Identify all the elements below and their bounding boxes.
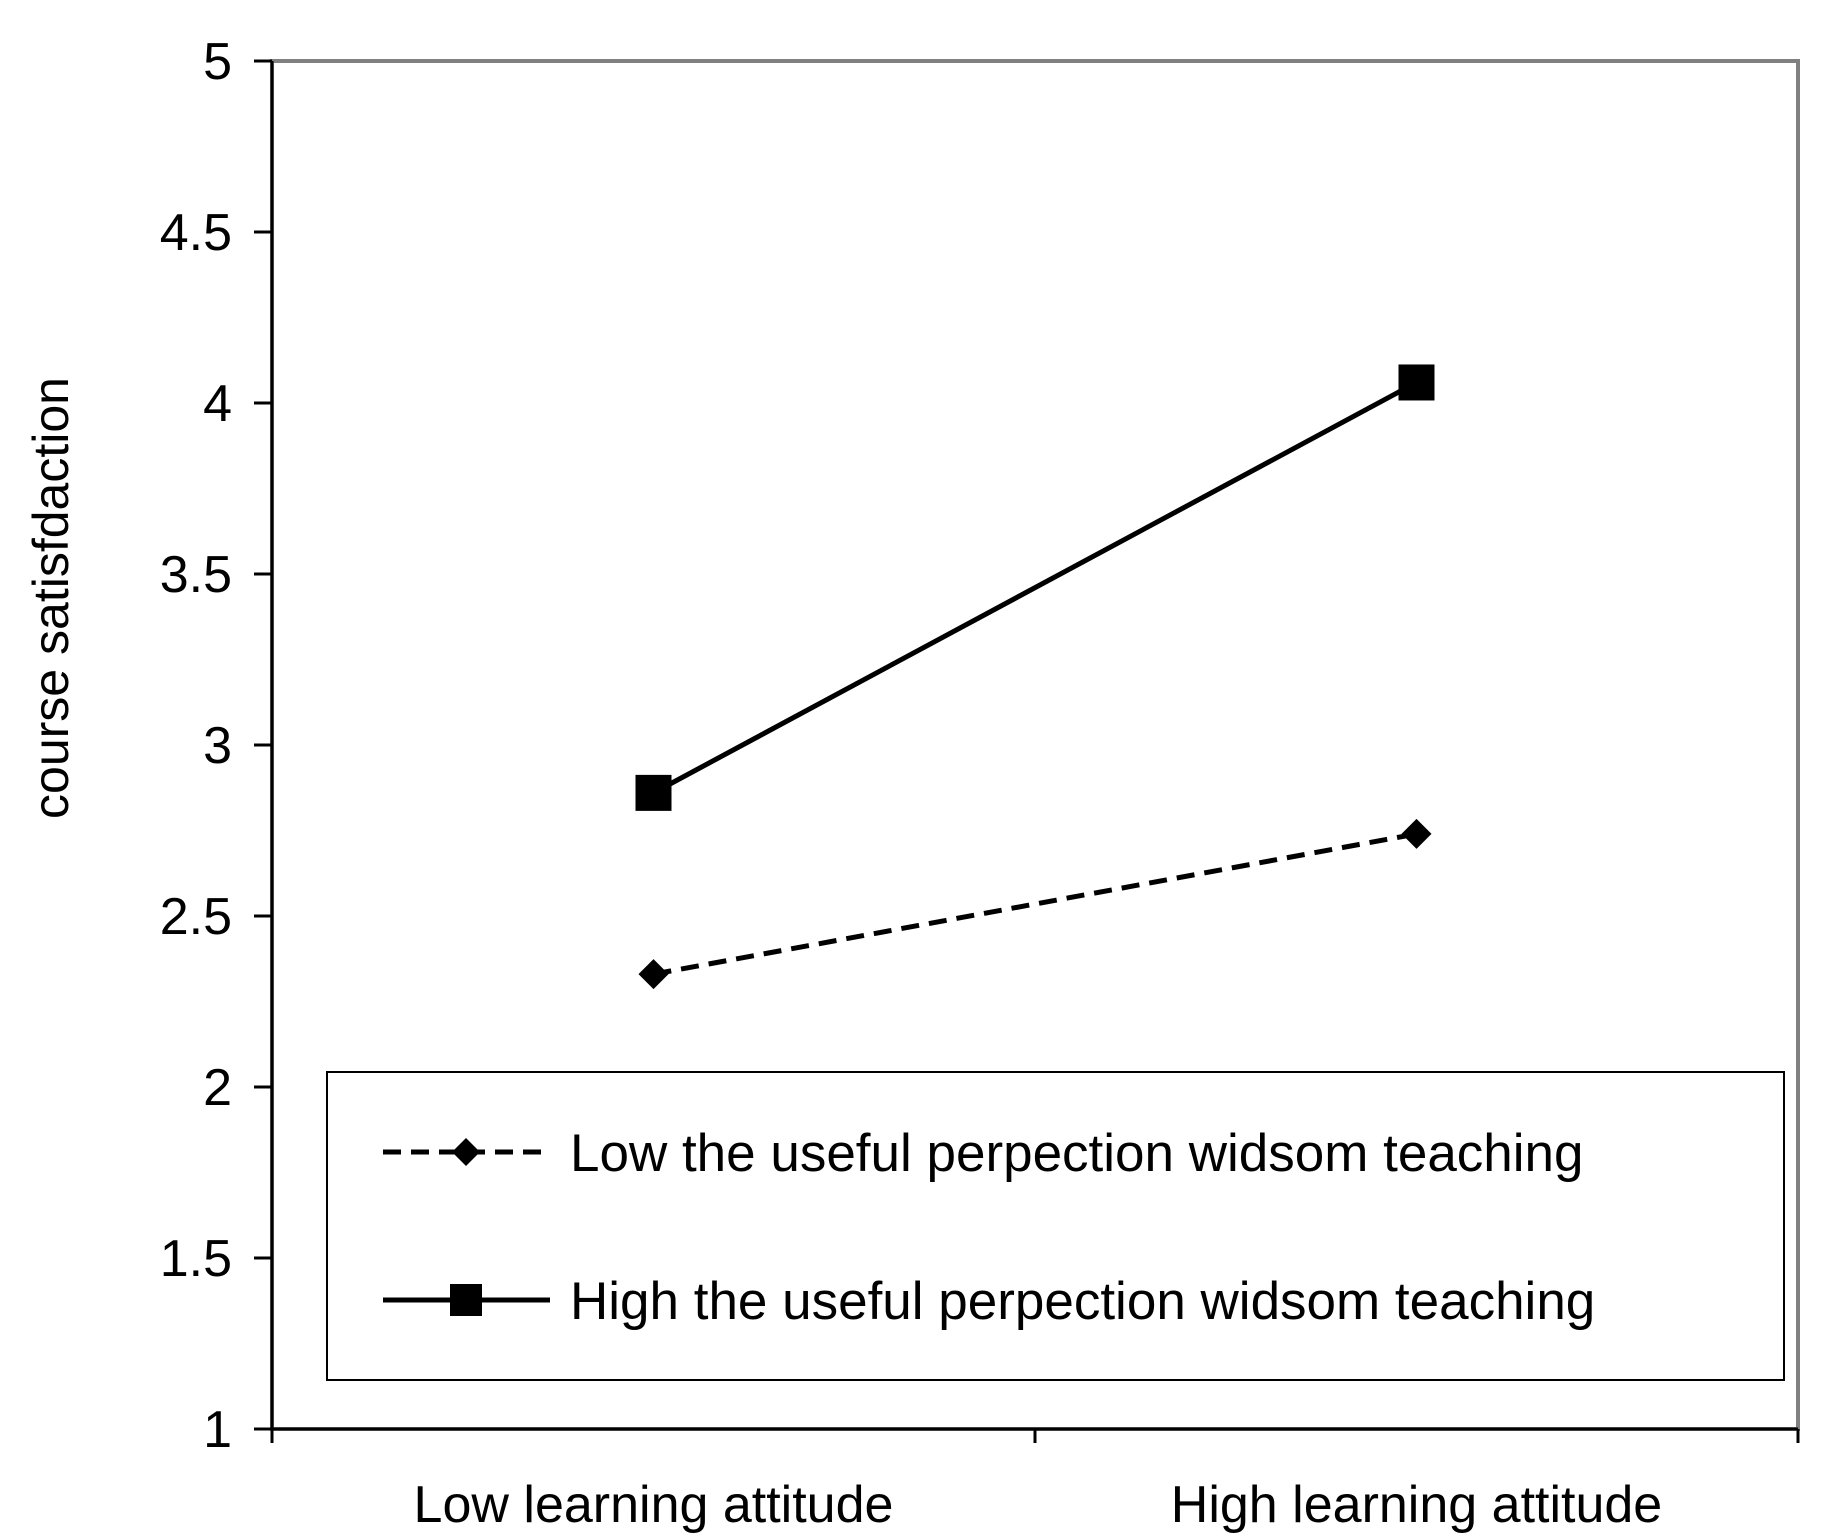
y-tick-label: 5 [203, 33, 232, 91]
legend-entry: Low the useful perpection widsom teachin… [383, 1124, 1584, 1183]
x-tick-label: Low learning attitude [414, 1476, 894, 1534]
x-axis-ticks: Low learning attitude High learning attit… [270, 1429, 1800, 1534]
legend-label: High the useful perpection widsom teachi… [570, 1272, 1595, 1331]
diamond-marker [1401, 818, 1432, 849]
legend-entry: High the useful perpection widsom teachi… [383, 1272, 1595, 1331]
y-tick-label: 4.5 [160, 204, 232, 262]
y-tick-label: 1.5 [160, 1230, 232, 1288]
legend-label: Low the useful perpection widsom teachin… [570, 1124, 1584, 1183]
x-tick-label: High learning attitude [1171, 1476, 1662, 1534]
y-tick-label: 1 [203, 1401, 232, 1459]
legend-entries: Low the useful perpection widsom teachin… [383, 1124, 1595, 1331]
square-marker [635, 774, 672, 811]
diamond-marker [452, 1138, 480, 1166]
legend-box [326, 1071, 1785, 1381]
y-tick-label: 2 [203, 1059, 232, 1117]
square-marker [1398, 364, 1435, 401]
y-tick-label: 2.5 [160, 888, 232, 946]
series-1 [638, 818, 1432, 990]
series-layer [635, 364, 1435, 990]
y-tick-label: 3.5 [160, 546, 232, 604]
diamond-marker [638, 959, 669, 990]
series-line [652, 380, 1418, 796]
y-tick-label: 3 [203, 717, 232, 775]
y-axis-ticks: 1 1.5 2 2.5 3 3.5 4 4.5 5 [160, 33, 272, 1459]
series-2 [635, 364, 1435, 811]
series-line [653, 831, 1417, 977]
y-axis-title: course satisfdaction [23, 377, 79, 819]
legend: Low the useful perpection widsom teachin… [326, 1071, 1785, 1381]
square-marker [450, 1284, 482, 1316]
y-tick-label: 4 [203, 375, 232, 433]
